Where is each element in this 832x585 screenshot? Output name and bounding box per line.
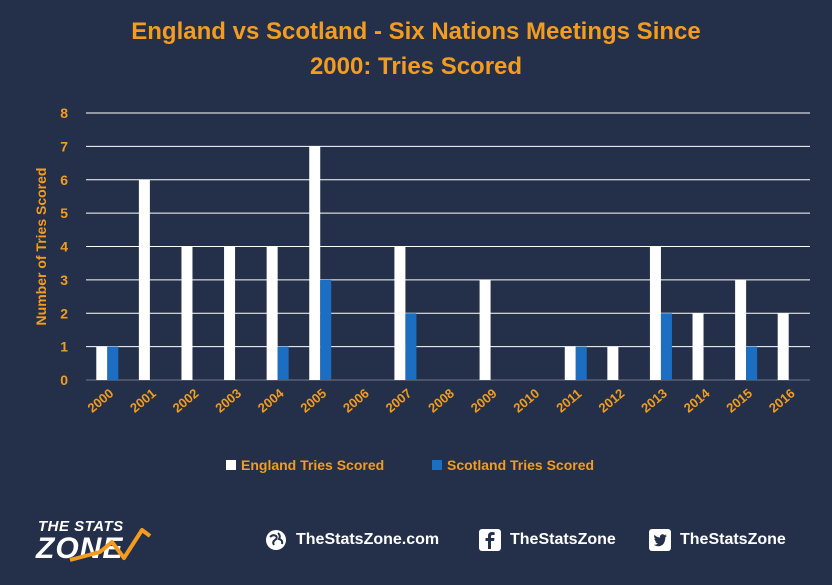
x-tick-label: 2008 [425, 386, 457, 416]
legend-swatch [226, 460, 236, 470]
bar-scotland [320, 279, 332, 380]
y-tick-label: 3 [60, 272, 68, 288]
bar-england [479, 279, 491, 380]
y-tick-label: 7 [60, 138, 68, 154]
bar-england [181, 246, 193, 380]
bar-england [266, 246, 278, 380]
x-tick-label: 2000 [85, 386, 117, 416]
x-tick-label: 2006 [340, 386, 372, 416]
facebook-link[interactable]: TheStatsZone [478, 528, 616, 552]
bar-england [564, 346, 576, 380]
y-tick-label: 8 [60, 105, 68, 121]
y-tick-label: 5 [60, 205, 68, 221]
footer: THE STATS ZONE TheStatsZone.com TheStats… [0, 514, 832, 569]
x-tick-label: 2004 [255, 385, 287, 416]
x-tick-label: 2002 [170, 386, 202, 416]
logo-text-top: THE STATS [38, 518, 124, 535]
x-tick-label: 2011 [553, 386, 584, 416]
twitter-icon [648, 528, 672, 552]
y-tick-label: 1 [60, 339, 68, 355]
x-tick-label: 2007 [383, 386, 415, 416]
plot-area: 0 1 2 3 4 5 6 7 8 Number of Tries Scored 2000 2001 2… [33, 105, 810, 473]
bar-scotland [575, 346, 587, 380]
y-tick-label: 0 [60, 372, 68, 388]
bar-scotland [277, 346, 289, 380]
x-tick-label: 2012 [596, 386, 628, 416]
x-tick-label: 2015 [723, 386, 755, 416]
bar-england [777, 313, 789, 380]
facebook-icon [478, 528, 502, 552]
bar-england [692, 313, 704, 380]
website-text: TheStatsZone.com [296, 531, 440, 548]
y-tick-label: 6 [60, 172, 68, 188]
x-tick-label: 2003 [212, 386, 244, 416]
bar-england [96, 346, 108, 380]
website-link[interactable]: TheStatsZone.com [264, 528, 439, 552]
bar-scotland [746, 346, 758, 380]
x-tick-label: 2010 [510, 386, 542, 416]
globe-icon [264, 528, 288, 552]
bar-scotland [405, 313, 417, 380]
x-tick-label: 2005 [297, 386, 329, 416]
bar-england [607, 346, 619, 380]
stats-zone-swoosh-icon [69, 528, 152, 562]
x-tick-label: 2014 [681, 385, 713, 416]
bar-scotland [660, 313, 672, 380]
legend-label: Scotland Tries Scored [447, 457, 594, 473]
legend-swatch [432, 460, 442, 470]
bar-england [224, 246, 236, 380]
x-tick-label: 2016 [766, 386, 798, 416]
x-tick-label: 2009 [468, 386, 500, 416]
bar-england [394, 246, 406, 380]
bar-england [138, 179, 150, 380]
chart-title-line-2: 2000: Tries Scored [309, 53, 523, 80]
y-tick-label: 2 [60, 305, 68, 321]
twitter-link[interactable]: TheStatsZone [648, 528, 786, 552]
bar-england [649, 246, 661, 380]
bar-scotland [107, 346, 119, 380]
facebook-text: TheStatsZone [510, 531, 616, 548]
bar-england [735, 279, 747, 380]
x-tick-label: 2013 [638, 386, 670, 416]
y-axis-label: Number of Tries Scored [33, 168, 49, 326]
x-tick-label: 2001 [127, 386, 159, 416]
chart-title-line-1: England vs Scotland - Six Nations Meetin… [131, 18, 701, 45]
y-tick-label: 4 [60, 239, 68, 255]
bar-england [309, 146, 321, 380]
twitter-text: TheStatsZone [680, 531, 786, 548]
legend-label: England Tries Scored [241, 457, 384, 473]
